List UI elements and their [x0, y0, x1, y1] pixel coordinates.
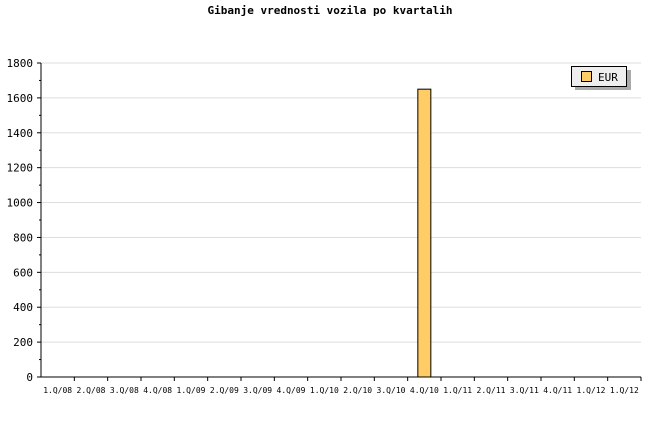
x-tick-label: 1.Q/12 — [610, 386, 639, 395]
chart-title: Gibanje vrednosti vozila po kvartalih — [207, 4, 453, 17]
y-tick-label: 1600 — [7, 92, 34, 105]
x-tick-label: 3.Q/09 — [243, 386, 272, 395]
y-tick-label: 1000 — [7, 197, 34, 210]
y-tick-label: 800 — [13, 231, 33, 244]
x-tick-label: 1.Q/09 — [177, 386, 206, 395]
y-tick-label: 1200 — [7, 162, 34, 175]
y-tick-label: 1400 — [7, 127, 34, 140]
y-tick-label: 600 — [13, 266, 33, 279]
x-tick-label: 1.Q/08 — [43, 386, 72, 395]
x-tick-label: 2.Q/08 — [77, 386, 106, 395]
y-tick-label: 0 — [26, 371, 33, 384]
x-tick-label: 4.Q/10 — [410, 386, 439, 395]
x-tick-label: 1.Q/10 — [310, 386, 339, 395]
x-tick-label: 3.Q/08 — [110, 386, 139, 395]
x-tick-label: 4.Q/09 — [277, 386, 306, 395]
x-tick-label: 1.Q/12 — [577, 386, 606, 395]
x-tick-label: 4.Q/08 — [143, 386, 172, 395]
x-tick-label: 3.Q/11 — [510, 386, 539, 395]
legend-label: EUR — [598, 71, 618, 84]
y-tick-label: 400 — [13, 301, 33, 314]
x-tick-label: 2.Q/10 — [343, 386, 372, 395]
x-tick-label: 1.Q/11 — [443, 386, 472, 395]
x-tick-label: 3.Q/10 — [377, 386, 406, 395]
x-tick-label: 4.Q/11 — [543, 386, 572, 395]
bar-4.Q/10 — [417, 88, 432, 378]
x-tick-label: 2.Q/09 — [210, 386, 239, 395]
x-tick-label: 2.Q/11 — [477, 386, 506, 395]
legend-swatch — [581, 71, 592, 82]
y-tick-label: 200 — [13, 336, 33, 349]
y-tick-label: 1800 — [7, 57, 34, 70]
